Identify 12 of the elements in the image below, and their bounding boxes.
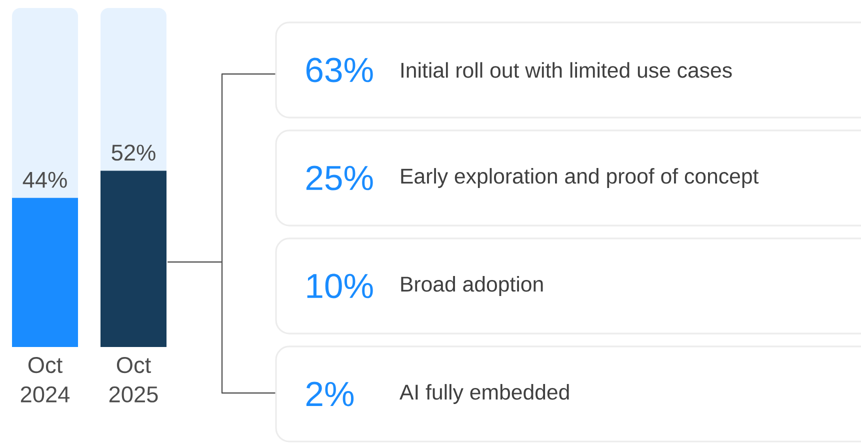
category-label: Broad adoption — [401, 276, 543, 296]
x-tick-label: Oct 2024 — [20, 357, 70, 402]
text: 63% — [306, 58, 373, 82]
category-label: Initial roll out with limited use cases — [401, 62, 732, 78]
category-label: Early exploration and proof of concept — [401, 168, 759, 188]
x-tick-label: Oct 2025 — [109, 357, 158, 402]
category-label: AI fully embedded — [400, 384, 569, 404]
data-label: 52% — [112, 144, 156, 161]
text: 2% — [306, 382, 354, 406]
text: 25% — [306, 166, 373, 190]
text: 10% — [307, 274, 373, 298]
data-label: 44% — [22, 172, 67, 188]
